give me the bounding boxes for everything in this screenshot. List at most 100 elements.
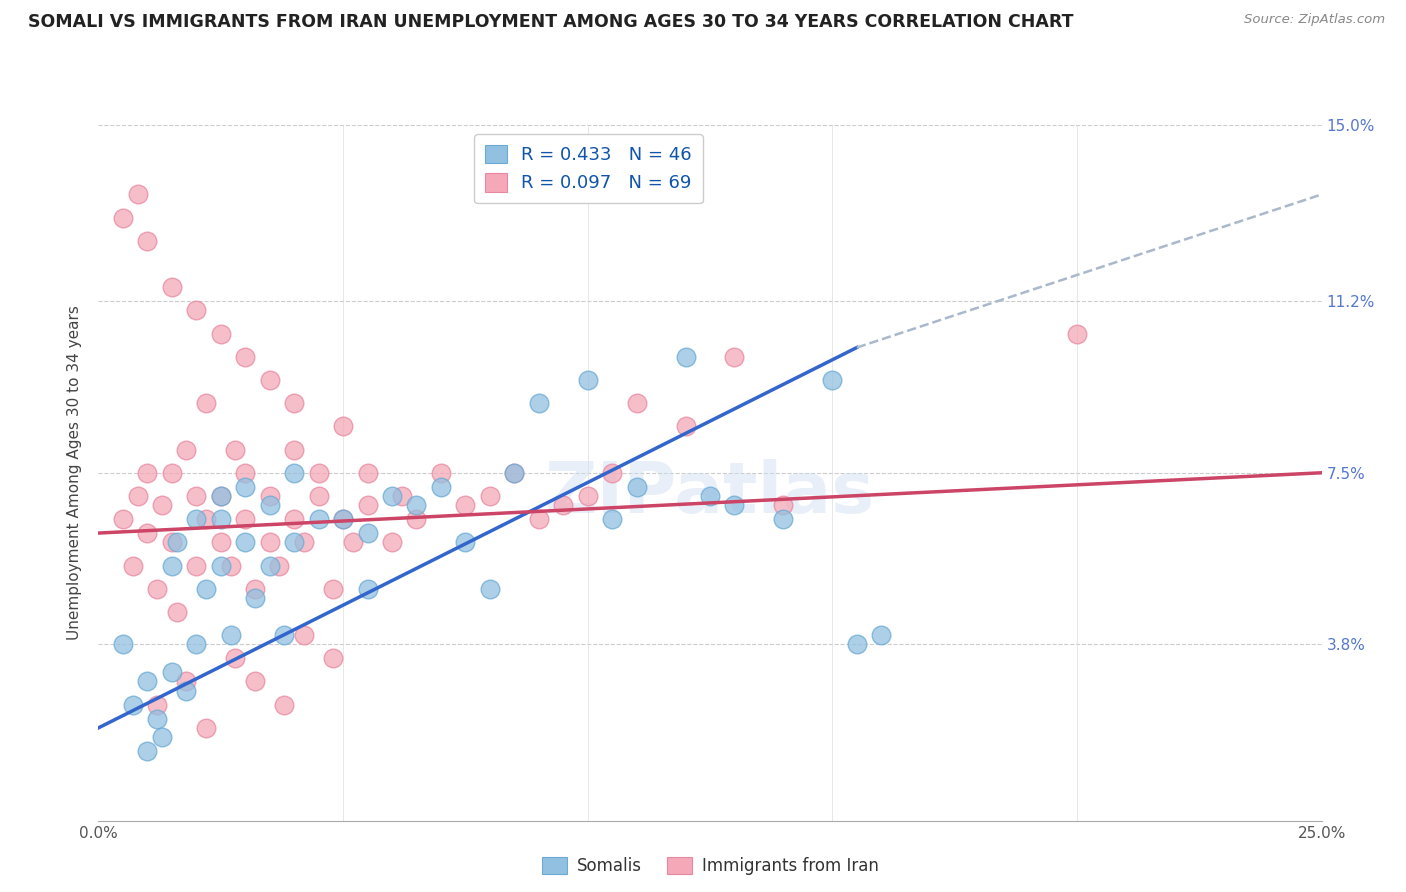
Point	[322, 651, 344, 665]
Point	[243, 582, 266, 596]
Point	[209, 326, 232, 341]
Point	[150, 730, 173, 744]
Point	[259, 373, 281, 387]
Point	[111, 637, 134, 651]
Point	[121, 558, 143, 573]
Point	[503, 466, 526, 480]
Point	[186, 558, 208, 573]
Point	[342, 535, 364, 549]
Point	[146, 582, 169, 596]
Point	[292, 628, 315, 642]
Point	[283, 512, 305, 526]
Point	[430, 466, 453, 480]
Point	[308, 466, 330, 480]
Point	[136, 674, 159, 689]
Point	[136, 744, 159, 758]
Point	[160, 558, 183, 573]
Point	[195, 512, 218, 526]
Point	[273, 628, 295, 642]
Text: SOMALI VS IMMIGRANTS FROM IRAN UNEMPLOYMENT AMONG AGES 30 TO 34 YEARS CORRELATIO: SOMALI VS IMMIGRANTS FROM IRAN UNEMPLOYM…	[28, 13, 1074, 31]
Point	[186, 512, 208, 526]
Point	[381, 489, 404, 503]
Point	[259, 558, 281, 573]
Point	[233, 512, 256, 526]
Point	[219, 628, 242, 642]
Point	[675, 419, 697, 434]
Point	[870, 628, 893, 642]
Text: ZIPatlas: ZIPatlas	[546, 459, 875, 528]
Point	[176, 683, 198, 698]
Point	[283, 535, 305, 549]
Point	[195, 396, 218, 410]
Point	[332, 512, 354, 526]
Point	[209, 535, 232, 549]
Point	[243, 591, 266, 605]
Point	[259, 498, 281, 512]
Point	[332, 512, 354, 526]
Point	[209, 489, 232, 503]
Point	[136, 526, 159, 541]
Point	[195, 721, 218, 735]
Point	[233, 480, 256, 494]
Legend: Somalis, Immigrants from Iran: Somalis, Immigrants from Iran	[534, 850, 886, 882]
Point	[195, 582, 218, 596]
Point	[269, 558, 291, 573]
Point	[146, 698, 169, 712]
Point	[243, 674, 266, 689]
Point	[322, 582, 344, 596]
Point	[576, 489, 599, 503]
Point	[166, 605, 188, 619]
Point	[273, 698, 295, 712]
Point	[233, 466, 256, 480]
Point	[356, 582, 378, 596]
Point	[292, 535, 315, 549]
Point	[136, 466, 159, 480]
Point	[186, 303, 208, 318]
Point	[146, 712, 169, 726]
Point	[356, 466, 378, 480]
Point	[600, 466, 623, 480]
Point	[1066, 326, 1088, 341]
Point	[405, 498, 427, 512]
Point	[454, 535, 477, 549]
Point	[772, 498, 794, 512]
Point	[233, 535, 256, 549]
Point	[332, 419, 354, 434]
Point	[121, 698, 143, 712]
Point	[675, 350, 697, 364]
Point	[454, 498, 477, 512]
Point	[176, 442, 198, 457]
Point	[209, 558, 232, 573]
Point	[283, 442, 305, 457]
Point	[127, 187, 149, 202]
Point	[356, 526, 378, 541]
Point	[283, 396, 305, 410]
Point	[136, 234, 159, 248]
Point	[772, 512, 794, 526]
Point	[699, 489, 721, 503]
Point	[259, 535, 281, 549]
Text: Source: ZipAtlas.com: Source: ZipAtlas.com	[1244, 13, 1385, 27]
Point	[176, 674, 198, 689]
Point	[166, 535, 188, 549]
Point	[160, 535, 183, 549]
Point	[723, 350, 745, 364]
Point	[209, 489, 232, 503]
Point	[259, 489, 281, 503]
Point	[224, 442, 246, 457]
Point	[127, 489, 149, 503]
Point	[821, 373, 844, 387]
Point	[308, 512, 330, 526]
Point	[478, 582, 501, 596]
Point	[391, 489, 413, 503]
Point	[553, 498, 575, 512]
Point	[503, 466, 526, 480]
Point	[381, 535, 404, 549]
Point	[150, 498, 173, 512]
Point	[219, 558, 242, 573]
Point	[626, 480, 648, 494]
Point	[576, 373, 599, 387]
Point	[356, 498, 378, 512]
Point	[527, 512, 550, 526]
Point	[845, 637, 868, 651]
